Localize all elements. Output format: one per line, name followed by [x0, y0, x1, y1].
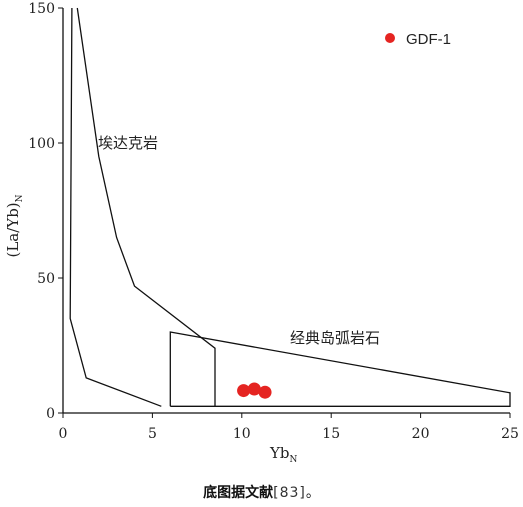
data-point — [247, 382, 261, 396]
figure-caption: 底图据文献[83]。 — [0, 482, 523, 502]
data-points — [237, 382, 272, 399]
x-tick-label: 5 — [148, 426, 157, 442]
y-tick-label: 50 — [37, 271, 55, 287]
x-tick-label: 25 — [501, 426, 519, 442]
plot-frame — [62, 8, 510, 414]
data-point — [258, 385, 272, 399]
y-tick-label: 150 — [28, 1, 55, 17]
y-axis-label: (La/Yb)N — [4, 194, 25, 257]
legend-label: GDF-1 — [406, 31, 451, 48]
region-label-arc-rocks: 经典岛弧岩石 — [290, 329, 380, 347]
y-tick-label: 0 — [46, 406, 55, 422]
x-axis-ticks: 0 5 10 15 20 25 — [59, 413, 519, 442]
x-tick-label: 15 — [322, 426, 340, 442]
region-boundaries — [69, 7, 511, 407]
adakite-outer-boundary — [76, 7, 216, 407]
caption-text: 底图据文献 — [203, 485, 274, 501]
legend: GDF-1 — [385, 31, 451, 48]
caption-reference: [83] — [273, 485, 306, 501]
data-point — [237, 384, 251, 398]
adakite-inner-boundary — [69, 7, 162, 407]
legend-marker — [385, 33, 395, 43]
caption-end: 。 — [305, 485, 320, 501]
x-axis-label: YbN — [269, 444, 298, 465]
region-label-adakite: 埃达克岩 — [98, 134, 158, 152]
y-axis-ticks: 0 50 100 150 — [28, 1, 63, 422]
chart: 0 5 10 15 20 25 0 50 100 150 埃达克岩 经典岛弧岩石 GDF-1 Y… — [4, 1, 519, 465]
x-tick-label: 0 — [59, 426, 68, 442]
arc-rocks-boundary — [169, 331, 511, 407]
x-tick-label: 10 — [233, 426, 251, 442]
x-tick-label: 20 — [412, 426, 430, 442]
y-tick-label: 100 — [28, 136, 55, 152]
